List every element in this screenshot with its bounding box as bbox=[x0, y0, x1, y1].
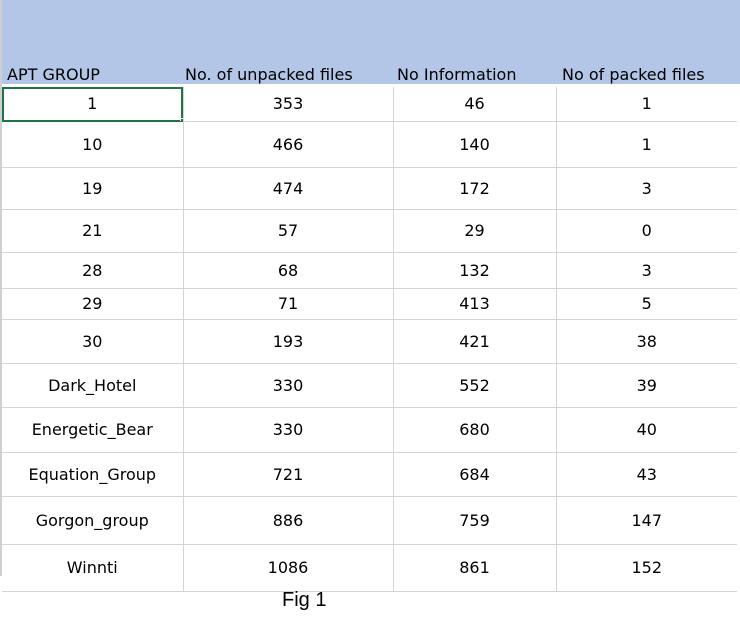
table-row: 29 71 413 5 bbox=[2, 288, 737, 320]
header-band bbox=[2, 0, 740, 84]
cell-no-information[interactable]: 421 bbox=[393, 319, 557, 364]
cell-apt-group[interactable]: 1 bbox=[2, 87, 184, 122]
cell-packed-files[interactable]: 0 bbox=[556, 209, 737, 253]
table-row: Energetic_Bear 330 680 40 bbox=[2, 407, 737, 453]
header-row: APT GROUP No. of unpacked files No Infor… bbox=[2, 0, 737, 87]
cell-packed-files[interactable]: 152 bbox=[556, 544, 737, 592]
fill-handle[interactable] bbox=[179, 118, 182, 121]
figure-caption: Fig 1 bbox=[282, 589, 327, 611]
cell-apt-group[interactable]: 19 bbox=[2, 167, 184, 210]
cell-unpacked-files[interactable]: 1086 bbox=[183, 544, 394, 592]
cell-unpacked-files[interactable]: 330 bbox=[183, 363, 394, 408]
table-row: 28 68 132 3 bbox=[2, 252, 737, 289]
cell-no-information[interactable]: 46 bbox=[393, 87, 557, 122]
cell-apt-group[interactable]: 10 bbox=[2, 121, 184, 168]
cell-no-information[interactable]: 29 bbox=[393, 209, 557, 253]
cell-no-information[interactable]: 684 bbox=[393, 452, 557, 497]
cell-no-information[interactable]: 680 bbox=[393, 407, 557, 453]
cell-packed-files[interactable]: 1 bbox=[556, 87, 737, 122]
cell-unpacked-files[interactable]: 68 bbox=[183, 252, 394, 289]
cell-apt-group[interactable]: Winnti bbox=[2, 544, 184, 592]
cell-packed-files[interactable]: 43 bbox=[556, 452, 737, 497]
cell-apt-group[interactable]: Dark_Hotel bbox=[2, 363, 184, 408]
header-packed-files[interactable]: No of packed files bbox=[562, 65, 705, 84]
cell-no-information[interactable]: 861 bbox=[393, 544, 557, 592]
cell-unpacked-files[interactable]: 886 bbox=[183, 496, 394, 545]
table-row: Equation_Group 721 684 43 bbox=[2, 452, 737, 497]
cell-unpacked-files[interactable]: 193 bbox=[183, 319, 394, 364]
table-row: 1 353 46 1 bbox=[2, 87, 737, 122]
cell-packed-files[interactable]: 39 bbox=[556, 363, 737, 408]
table-row: Dark_Hotel 330 552 39 bbox=[2, 363, 737, 408]
cell-packed-files[interactable]: 38 bbox=[556, 319, 737, 364]
apt-group-table: APT GROUP No. of unpacked files No Infor… bbox=[2, 0, 737, 592]
cell-no-information[interactable]: 140 bbox=[393, 121, 557, 168]
cell-text: 1 bbox=[87, 94, 98, 113]
cell-no-information[interactable]: 172 bbox=[393, 167, 557, 210]
cell-unpacked-files[interactable]: 71 bbox=[183, 288, 394, 320]
table-row: 10 466 140 1 bbox=[2, 121, 737, 168]
cell-apt-group[interactable]: 28 bbox=[2, 252, 184, 289]
cell-packed-files[interactable]: 3 bbox=[556, 252, 737, 289]
cell-no-information[interactable]: 413 bbox=[393, 288, 557, 320]
cell-apt-group[interactable]: 21 bbox=[2, 209, 184, 253]
table-row: 19 474 172 3 bbox=[2, 167, 737, 210]
header-apt-group[interactable]: APT GROUP bbox=[7, 65, 100, 84]
table-row: 30 193 421 38 bbox=[2, 319, 737, 364]
cell-unpacked-files[interactable]: 721 bbox=[183, 452, 394, 497]
table-row: 21 57 29 0 bbox=[2, 209, 737, 253]
cell-unpacked-files[interactable]: 466 bbox=[183, 121, 394, 168]
header-unpacked-files[interactable]: No. of unpacked files bbox=[185, 65, 353, 84]
cell-packed-files[interactable]: 5 bbox=[556, 288, 737, 320]
cell-apt-group[interactable]: 29 bbox=[2, 288, 184, 320]
cell-unpacked-files[interactable]: 474 bbox=[183, 167, 394, 210]
spreadsheet: APT GROUP No. of unpacked files No Infor… bbox=[0, 0, 740, 592]
cell-no-information[interactable]: 759 bbox=[393, 496, 557, 545]
table-row: Gorgon_group 886 759 147 bbox=[2, 496, 737, 545]
cell-no-information[interactable]: 132 bbox=[393, 252, 557, 289]
cell-no-information[interactable]: 552 bbox=[393, 363, 557, 408]
cell-apt-group[interactable]: Gorgon_group bbox=[2, 496, 184, 545]
cell-unpacked-files[interactable]: 330 bbox=[183, 407, 394, 453]
cell-unpacked-files[interactable]: 353 bbox=[183, 87, 394, 122]
cell-apt-group[interactable]: Energetic_Bear bbox=[2, 407, 184, 453]
header-no-information[interactable]: No Information bbox=[397, 65, 517, 84]
cell-unpacked-files[interactable]: 57 bbox=[183, 209, 394, 253]
cell-packed-files[interactable]: 1 bbox=[556, 121, 737, 168]
cell-packed-files[interactable]: 40 bbox=[556, 407, 737, 453]
cell-apt-group[interactable]: Equation_Group bbox=[2, 452, 184, 497]
cell-packed-files[interactable]: 3 bbox=[556, 167, 737, 210]
cell-packed-files[interactable]: 147 bbox=[556, 496, 737, 545]
table-row: Winnti 1086 861 152 bbox=[2, 544, 737, 592]
cell-apt-group[interactable]: 30 bbox=[2, 319, 184, 364]
